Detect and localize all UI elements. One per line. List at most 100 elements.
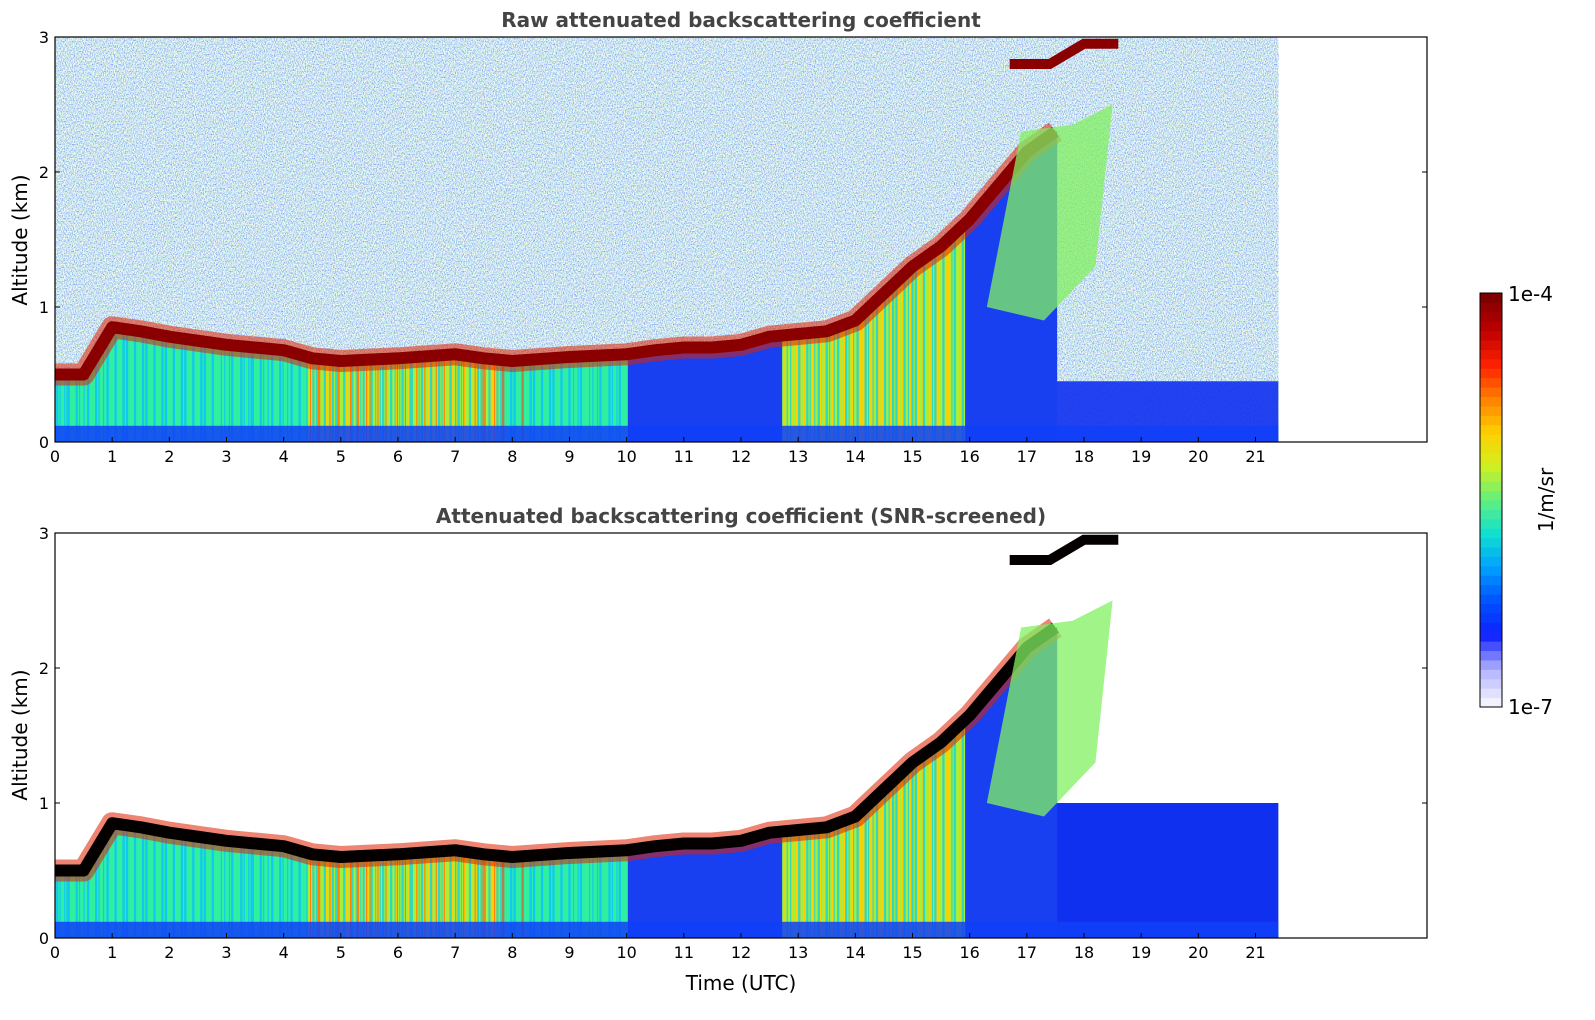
- signal-column: [353, 856, 356, 938]
- signal-column: [808, 333, 811, 442]
- signal-column: [550, 358, 552, 442]
- signal-column: [305, 356, 308, 442]
- signal-column: [803, 333, 806, 442]
- signal-column: [249, 346, 252, 442]
- signal-column: [137, 826, 140, 938]
- signal-column: [901, 277, 903, 442]
- signal-column: [516, 360, 519, 442]
- signal-column: [552, 854, 555, 938]
- colorbar-step: [1480, 622, 1502, 633]
- signal-column: [575, 356, 577, 442]
- y-tick-label: 0: [39, 433, 49, 452]
- signal-column: [72, 870, 74, 938]
- signal-column: [826, 827, 829, 938]
- signal-column: [722, 346, 725, 442]
- signal-column: [544, 854, 547, 938]
- signal-column: [694, 347, 696, 442]
- signal-column: [179, 834, 182, 938]
- signal-column: [879, 297, 882, 442]
- signal-column: [152, 333, 154, 442]
- signal-column: [644, 847, 647, 938]
- panel-title: Raw attenuated backscattering coefficien…: [501, 8, 981, 32]
- y-tick-label: 2: [39, 163, 49, 182]
- signal-column: [93, 853, 96, 938]
- signal-column: [411, 853, 414, 938]
- signal-column: [526, 360, 528, 442]
- signal-column: [129, 329, 132, 442]
- signal-column: [56, 870, 58, 938]
- signal-column: [57, 870, 60, 938]
- signal-column: [841, 821, 844, 938]
- signal-column: [87, 864, 89, 938]
- signal-column: [319, 854, 321, 938]
- signal-column: [535, 855, 537, 938]
- x-tick-label: 9: [564, 943, 574, 962]
- signal-column: [279, 845, 281, 938]
- cloud-layer: [55, 622, 1059, 877]
- signal-column: [480, 853, 483, 938]
- signal-column: [226, 344, 229, 442]
- colorbar-step: [1480, 669, 1502, 680]
- signal-column: [778, 335, 781, 442]
- signal-column: [951, 732, 954, 938]
- x-tick-label: 12: [731, 943, 751, 962]
- signal-column: [404, 357, 407, 442]
- signal-column: [984, 697, 987, 938]
- signal-column: [217, 343, 220, 442]
- signal-column: [616, 354, 619, 442]
- signal-column: [349, 856, 352, 938]
- signal-column: [115, 823, 118, 938]
- signal-column: [704, 347, 707, 442]
- signal-column: [402, 853, 405, 938]
- signal-column: [243, 842, 246, 938]
- signal-column: [795, 830, 798, 938]
- signal-column: [361, 360, 364, 442]
- signal-column: [75, 374, 78, 442]
- signal-column: [598, 355, 600, 442]
- signal-column: [311, 357, 313, 442]
- signal-column: [64, 870, 66, 938]
- signal-column: [982, 700, 984, 938]
- signal-column: [566, 853, 568, 938]
- signal-column: [187, 339, 190, 442]
- signal-column: [567, 853, 569, 938]
- signal-column: [628, 353, 631, 442]
- signal-column: [894, 283, 896, 442]
- signal-column: [360, 856, 363, 938]
- signal-column: [424, 356, 427, 442]
- signal-column: [306, 356, 309, 442]
- signal-column: [91, 857, 94, 938]
- signal-column: [298, 850, 301, 938]
- signal-column: [395, 854, 398, 938]
- signal-column: [155, 830, 158, 938]
- signal-column: [676, 348, 679, 442]
- signal-column: [990, 194, 992, 442]
- signal-column: [320, 855, 322, 938]
- signal-column: [875, 301, 878, 442]
- signal-column: [455, 354, 457, 442]
- signal-column: [229, 345, 232, 442]
- signal-column: [265, 844, 268, 938]
- signal-column: [887, 290, 890, 442]
- signal-column: [801, 829, 804, 938]
- signal-column: [276, 349, 279, 442]
- signal-column: [67, 374, 70, 442]
- signal-column: [752, 341, 755, 442]
- signal-column: [487, 854, 489, 938]
- heatmap-snr: [55, 534, 1279, 938]
- signal-column: [562, 357, 565, 442]
- signal-column: [906, 271, 909, 442]
- signal-column: [370, 359, 373, 442]
- x-tick-label: 20: [1188, 447, 1208, 466]
- signal-column: [918, 262, 920, 442]
- signal-column: [749, 342, 751, 442]
- signal-column: [307, 853, 310, 938]
- signal-column: [981, 701, 983, 938]
- signal-column: [673, 348, 676, 442]
- signal-column: [657, 349, 660, 442]
- signal-column: [251, 347, 254, 442]
- signal-column: [152, 829, 154, 938]
- signal-column: [689, 347, 692, 442]
- signal-column: [545, 854, 548, 938]
- signal-column: [523, 360, 526, 442]
